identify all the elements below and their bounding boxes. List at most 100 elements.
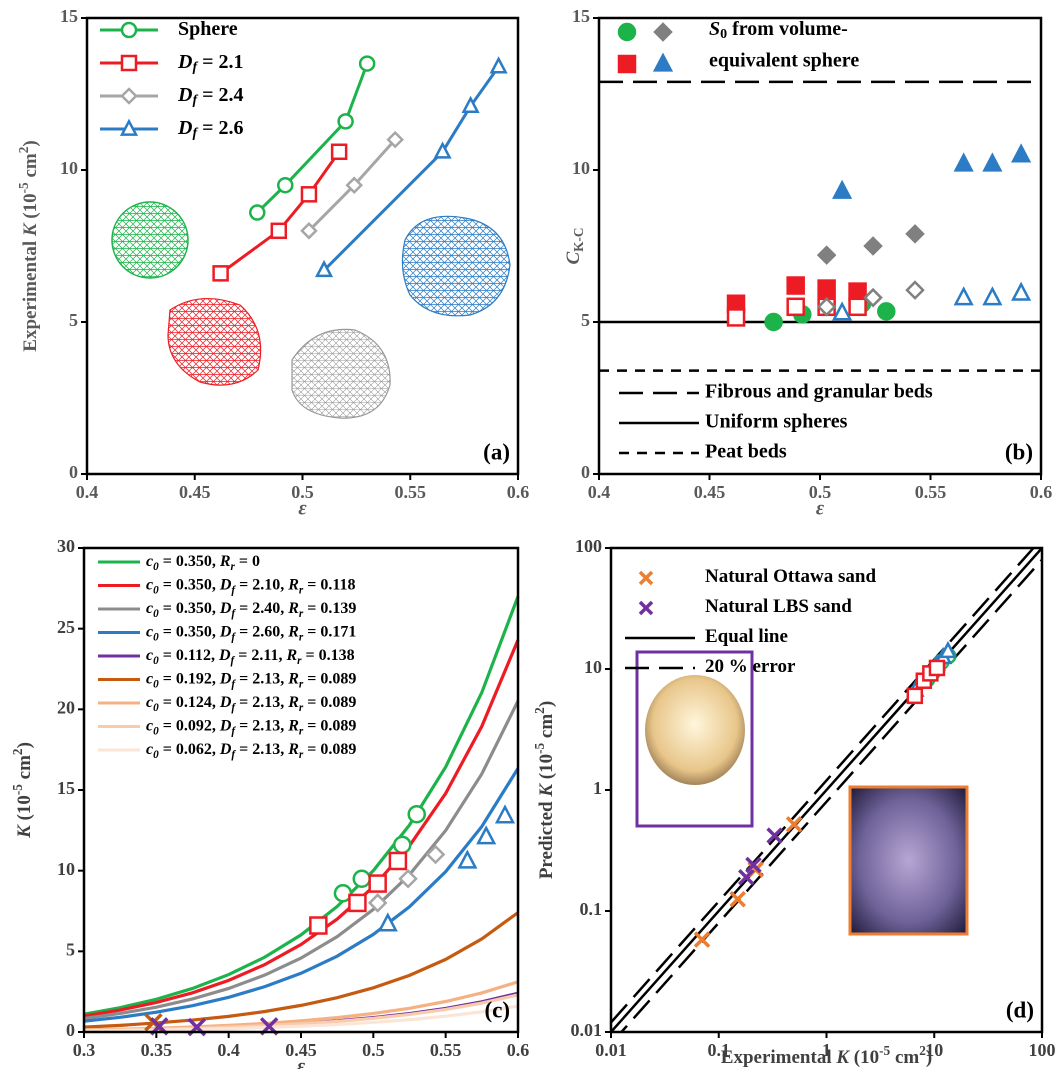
marker [314, 259, 334, 278]
x-tick-label: 0.4 [217, 1040, 240, 1060]
y-tick-label: 10 [584, 657, 602, 677]
x-axis-label-part: cm [890, 1047, 919, 1068]
marker [832, 301, 853, 321]
y-axis-label-part: K [20, 222, 41, 237]
plot-frame [597, 16, 1043, 476]
legend-label-part: c [146, 717, 153, 734]
legend-label-part: c [146, 553, 153, 570]
legend-label-part: = 0.089 [303, 694, 356, 711]
y-axis-label-part: (10 [536, 754, 557, 784]
y-axis-label-part: 2 [10, 748, 25, 755]
series-line [83, 595, 520, 1016]
x-tick-label: 0.55 [430, 1040, 462, 1060]
y-axis-label-part: C [563, 252, 584, 265]
legend-label-part: = 2.13, [235, 717, 288, 734]
particle-mesh [401, 215, 511, 317]
marker [300, 222, 318, 240]
plot-frame [82, 546, 520, 1034]
legend-label: Peat beds [705, 441, 787, 463]
y-tick-label: 0.01 [571, 1020, 603, 1040]
y-tick-label: 0.1 [580, 899, 603, 919]
legend-label-part: = 0.089 [303, 717, 356, 734]
legend-label-part: 0 [153, 749, 159, 761]
legend-label-part: f [231, 584, 236, 596]
y-tick-label: 30 [57, 536, 75, 556]
x-tick-label: 0.6 [507, 482, 530, 502]
panel-label: (d) [1006, 997, 1034, 1022]
legend-label-part: r [231, 561, 236, 573]
legend-label-part: r [299, 584, 304, 596]
y-axis-label-part: cm [536, 714, 557, 743]
marker [461, 95, 480, 114]
legend-label-part: D [177, 117, 192, 139]
y-axis-label-part: ) [14, 742, 35, 748]
marker [848, 282, 867, 301]
legend-label-part: 20 % error [705, 656, 796, 677]
series-line [83, 639, 520, 1018]
marker [270, 222, 288, 240]
legend-label-part: Natural LBS sand [705, 596, 852, 617]
marker [1011, 143, 1032, 163]
legend-label-part: R [285, 647, 297, 664]
marker [337, 113, 354, 130]
legend-label: S0 from volume- [709, 18, 848, 43]
marker [248, 204, 266, 221]
plot-frame [609, 546, 1044, 1034]
series-line [83, 767, 520, 1023]
x-axis-label: Experimental K (10-5 cm2) [721, 1043, 932, 1068]
legend-label: Df = 2.4 [177, 84, 244, 109]
particle-mesh [167, 297, 262, 386]
marker [377, 912, 398, 932]
marker [938, 640, 958, 659]
legend-label: c0 = 0.124, Df = 2.13, Rr = 0.089 [146, 694, 356, 714]
marker [393, 835, 412, 855]
y-axis-label: K (10-5 cm2) [10, 742, 35, 839]
legend-label-part: f [231, 725, 236, 737]
legend-label: c0 = 0.092, Df = 2.13, Rr = 0.089 [146, 717, 356, 737]
legend-label: Natural Ottawa sand [705, 566, 876, 587]
photo-frame [848, 785, 969, 936]
legend-label-part: Equal line [705, 626, 788, 647]
legend-label-part: = 2.13, [235, 741, 288, 758]
legend-label: Df = 2.1 [177, 51, 244, 76]
marker [877, 302, 896, 321]
legend-label-part: c [146, 576, 153, 593]
x-axis-label: ε [816, 498, 825, 520]
marker [476, 825, 497, 845]
legend-label-part: r [299, 725, 304, 737]
legend-label-part: = 2.1 [197, 51, 243, 73]
y-axis-label: Experimental K (10-5 cm2) [16, 140, 41, 351]
legend-label-part: 0 [720, 27, 727, 42]
legend-label-part: = 2.13, [235, 670, 288, 687]
legend-label-part: r [299, 631, 304, 643]
legend-label-part: c [146, 670, 153, 687]
marker [953, 152, 974, 172]
legend-label-part: = 0.062, [159, 741, 220, 758]
legend-label-part: = 0.350, [159, 553, 220, 570]
marker [745, 856, 762, 874]
x-tick-label: 1 [822, 1040, 831, 1060]
marker [816, 297, 837, 317]
legend-label-part: = 0.139 [303, 600, 356, 617]
marker [817, 279, 836, 298]
legend-label-part: D [219, 741, 232, 758]
legend-label-part: = 2.40, [235, 600, 288, 617]
y-axis-label: Predicted K (10-5 cm2) [532, 701, 557, 879]
y-tick-label: 20 [57, 697, 75, 717]
x-tick-label: 0.35 [141, 1040, 173, 1060]
legend-label: c0 = 0.350, Df = 2.10, Rr = 0.118 [146, 576, 356, 596]
marker [489, 56, 508, 74]
y-axis-label-part: ) [536, 701, 557, 707]
marker [928, 659, 946, 677]
marker [367, 893, 388, 913]
legend-label: c0 = 0.350, Rr = 0 [146, 553, 260, 573]
legend-label-part: r [299, 608, 304, 620]
series-line [83, 700, 520, 1021]
marker [905, 224, 925, 244]
marker [652, 52, 674, 72]
x-tick-label: 0.6 [507, 1040, 530, 1060]
x-axis-label-part: Experimental [721, 1047, 837, 1068]
legend-label-part: = 0.124, [159, 694, 220, 711]
legend-label: equivalent sphere [709, 50, 859, 72]
marker [617, 54, 637, 74]
